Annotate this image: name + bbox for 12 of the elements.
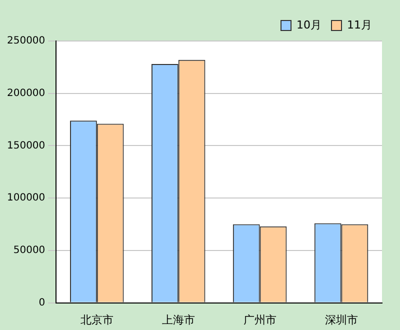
- y-tick-label: 150000: [6, 140, 46, 152]
- x-tick-label: 北京市: [80, 313, 114, 326]
- y-tick-label: 100000: [6, 192, 46, 204]
- y-tick-label: 50000: [13, 245, 46, 256]
- y-tick-label: 200000: [6, 88, 46, 99]
- x-tick-label: 广州市: [243, 313, 276, 326]
- x-tick-label: 上海市: [162, 313, 195, 326]
- y-tick-label: 0: [38, 297, 46, 308]
- y-tick-label: 250000: [6, 36, 46, 47]
- legend-label: 10月: [296, 18, 322, 32]
- legend-label: 11月: [347, 18, 372, 32]
- x-tick-label: 深圳市: [324, 313, 358, 326]
